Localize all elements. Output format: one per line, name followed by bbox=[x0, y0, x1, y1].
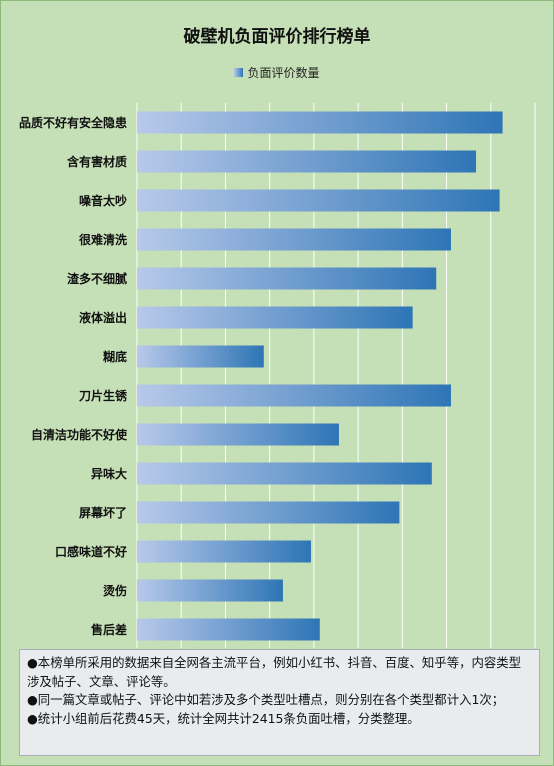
bar bbox=[137, 423, 339, 446]
category-label: 烫伤 bbox=[103, 583, 127, 598]
category-label: 含有害材质 bbox=[67, 154, 127, 169]
bar bbox=[137, 228, 451, 251]
legend-label: 负面评价数量 bbox=[247, 66, 320, 80]
bar bbox=[137, 306, 413, 329]
category-label: 刀片生锈 bbox=[79, 388, 128, 403]
category-label: 渣多不细腻 bbox=[67, 271, 127, 286]
category-label: 售后差 bbox=[91, 622, 127, 637]
bar bbox=[137, 501, 400, 524]
bar bbox=[137, 540, 311, 563]
bar bbox=[137, 462, 432, 485]
category-label: 口感味道不好 bbox=[55, 544, 127, 559]
category-label: 糊底 bbox=[103, 349, 127, 364]
bar bbox=[137, 189, 500, 212]
note-line: ●本榜单所采用的数据来自全网各主流平台，例如小红书、抖音、百度、知乎等，内容类型… bbox=[27, 655, 522, 689]
category-label: 很难清洗 bbox=[78, 232, 127, 247]
bar bbox=[137, 579, 283, 602]
category-label: 异味大 bbox=[91, 466, 127, 481]
category-labels: 品质不好有安全隐患含有害材质噪音太吵很难清洗渣多不细腻液体溢出糊底刀片生锈自清洁… bbox=[19, 115, 128, 637]
bar bbox=[137, 267, 437, 290]
bar bbox=[137, 618, 320, 641]
notes-box: ●本榜单所采用的数据来自全网各主流平台，例如小红书、抖音、百度、知乎等，内容类型… bbox=[19, 649, 540, 756]
note-line: ●同一篇文章或帖子、评论中如若涉及多个类型吐槽点，则分别在各个类型都计入1次； bbox=[27, 692, 505, 707]
legend-swatch bbox=[234, 68, 244, 77]
bar bbox=[137, 111, 503, 134]
bar bbox=[137, 384, 451, 407]
category-label: 液体溢出 bbox=[79, 310, 127, 325]
category-label: 自清洁功能不好使 bbox=[31, 427, 128, 442]
bar bbox=[137, 345, 264, 368]
bars bbox=[137, 111, 503, 641]
gridlines bbox=[136, 103, 536, 648]
bar bbox=[137, 150, 477, 173]
note-line: ●统计小组前后花费45天，统计全网共计2415条负面吐槽，分类整理。 bbox=[27, 710, 420, 726]
category-label: 品质不好有安全隐患 bbox=[19, 115, 127, 130]
legend: 负面评价数量 bbox=[0, 64, 554, 81]
category-label: 屏幕坏了 bbox=[78, 505, 127, 520]
category-label: 噪音太吵 bbox=[79, 193, 127, 208]
chart-title: 破壁机负面评价排行榜单 bbox=[183, 27, 371, 47]
